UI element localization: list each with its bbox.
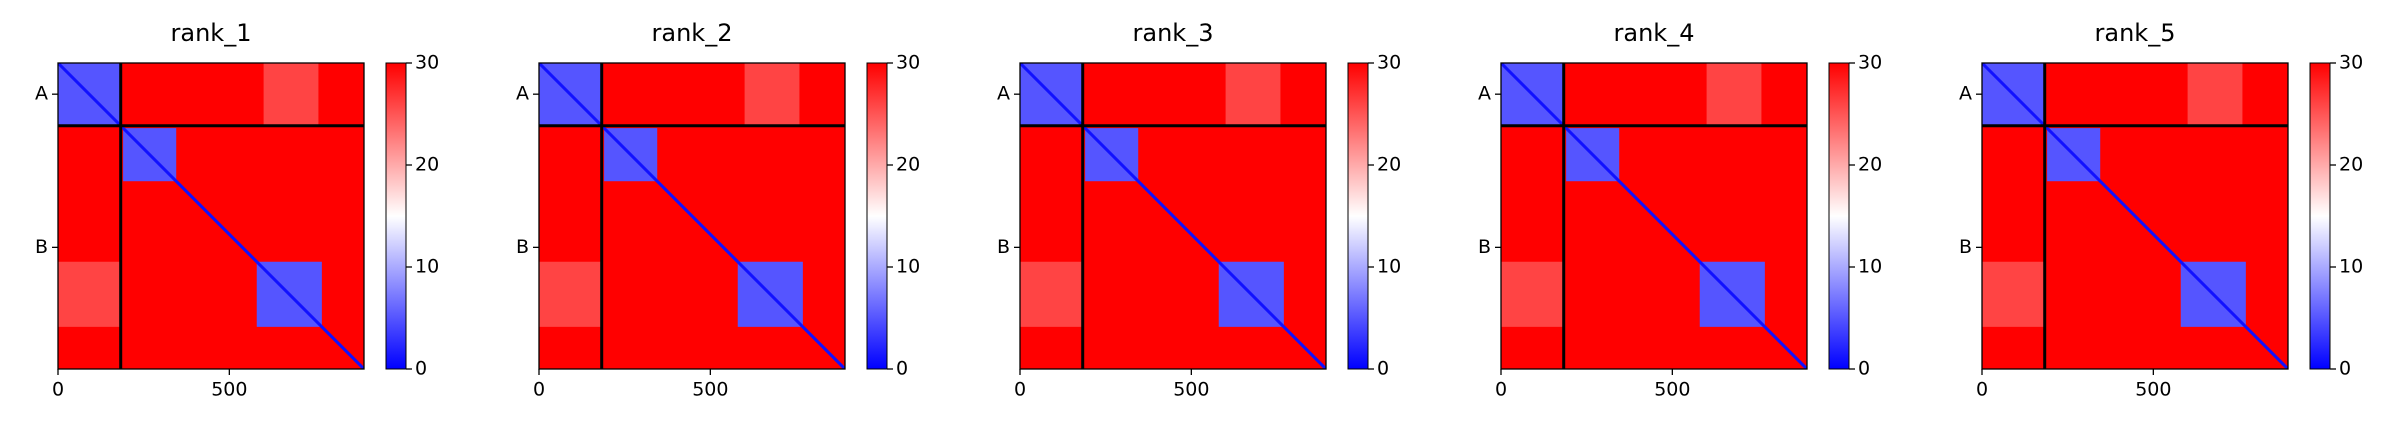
x-tick-label: 500: [692, 379, 728, 401]
axes-frame: [1981, 62, 2289, 370]
heatmap-cell: [2187, 63, 2243, 126]
heatmap-diagonal: [1501, 63, 1807, 369]
heatmap: [1501, 63, 1807, 369]
colorbar: [866, 62, 888, 370]
colorbar-tick-label: 30: [1858, 52, 1882, 74]
y-tick-label: B: [1959, 236, 1972, 258]
heatmap: [58, 63, 364, 369]
colorbar-tick-label: 10: [2339, 256, 2363, 278]
colorbar: [1828, 62, 1850, 370]
heatmap-cell: [539, 261, 602, 327]
y-tick-label: A: [1959, 83, 1972, 105]
colorbar-tick-label: 20: [896, 154, 920, 176]
heatmap: [1020, 63, 1326, 369]
x-tick-label: 500: [1654, 379, 1690, 401]
heatmap-cell: [1501, 261, 1564, 327]
heatmap: [539, 63, 845, 369]
axes-frame: [538, 62, 846, 370]
y-tick-label: B: [516, 236, 529, 258]
chart-title: rank_4: [1614, 19, 1695, 47]
chart-title: rank_3: [1133, 19, 1214, 47]
chart-title: rank_1: [171, 19, 252, 47]
heatmap-cell: [1225, 63, 1281, 126]
heatmap-cell: [1982, 261, 2045, 327]
x-tick-label: 0: [52, 379, 64, 401]
heatmap-cell: [1706, 63, 1762, 126]
heatmap-diagonal: [1982, 63, 2288, 369]
heatmap-cell: [1020, 261, 1083, 327]
heatmap-cell: [744, 63, 800, 126]
x-tick-label: 500: [211, 379, 247, 401]
colorbar: [1347, 62, 1369, 370]
x-tick-label: 0: [1495, 379, 1507, 401]
colorbar: [2309, 62, 2331, 370]
x-tick-label: 0: [1976, 379, 1988, 401]
chart-title: rank_5: [2095, 19, 2176, 47]
y-tick-label: A: [1478, 83, 1491, 105]
colorbar-tick-label: 30: [2339, 52, 2363, 74]
y-tick-label: B: [35, 236, 48, 258]
heatmap: [1982, 63, 2288, 369]
colorbar-tick-label: 0: [2339, 358, 2351, 380]
y-tick-label: B: [997, 236, 1010, 258]
heatmap-diagonal: [1020, 63, 1326, 369]
x-tick-label: 0: [533, 379, 545, 401]
colorbar-tick-label: 0: [1377, 358, 1389, 380]
x-tick-label: 500: [2135, 379, 2171, 401]
colorbar-tick-label: 30: [896, 52, 920, 74]
colorbar-tick-label: 20: [1377, 154, 1401, 176]
colorbar: [385, 62, 407, 370]
axes-frame: [1500, 62, 1808, 370]
colorbar-tick-label: 20: [1858, 154, 1882, 176]
axes-frame: [1019, 62, 1327, 370]
heatmap-cell: [263, 63, 319, 126]
colorbar-tick-label: 10: [896, 256, 920, 278]
colorbar-tick-label: 0: [1858, 358, 1870, 380]
heatmap-diagonal: [58, 63, 364, 369]
colorbar-tick-label: 0: [415, 358, 427, 380]
y-tick-label: A: [516, 83, 529, 105]
colorbar-tick-label: 10: [1377, 256, 1401, 278]
heatmap-cell: [58, 261, 121, 327]
y-tick-label: A: [997, 83, 1010, 105]
colorbar-tick-label: 10: [415, 256, 439, 278]
y-tick-label: B: [1478, 236, 1491, 258]
x-tick-label: 0: [1014, 379, 1026, 401]
heatmap-diagonal: [539, 63, 845, 369]
colorbar-tick-label: 0: [896, 358, 908, 380]
colorbar-tick-label: 20: [415, 154, 439, 176]
chart-title: rank_2: [652, 19, 733, 47]
colorbar-tick-label: 30: [415, 52, 439, 74]
colorbar-tick-label: 20: [2339, 154, 2363, 176]
y-tick-label: A: [35, 83, 48, 105]
axes-frame: [57, 62, 365, 370]
colorbar-tick-label: 10: [1858, 256, 1882, 278]
x-tick-label: 500: [1173, 379, 1209, 401]
colorbar-tick-label: 30: [1377, 52, 1401, 74]
